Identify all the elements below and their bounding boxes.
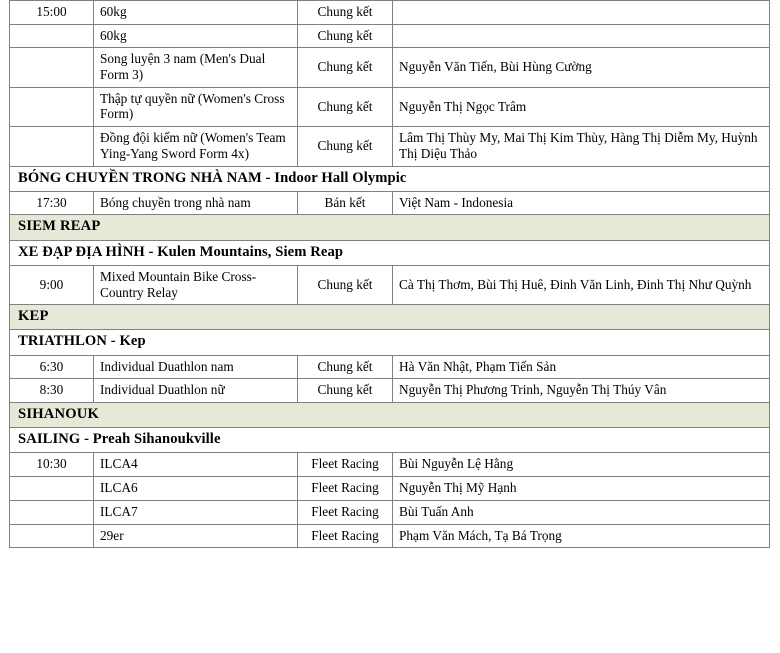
event-athletes: Nguyễn Thị Ngọc Trâm <box>392 86 770 128</box>
event-round: Chung kết <box>297 378 393 404</box>
table-row: ILCA6 Fleet Racing Nguyễn Thị Mỹ Hạnh <box>9 476 770 501</box>
event-time: 8:30 <box>9 378 94 404</box>
event-round: Fleet Racing <box>297 523 393 549</box>
event-name: 60kg <box>93 0 298 25</box>
sport-venue-title: BÓNG CHUYỀN TRONG NHÀ NAM - Indoor Hall … <box>9 165 770 192</box>
schedule-table-body: 15:00 60kg Chung kết 60kg Chung kết Song luyệ… <box>9 0 770 549</box>
event-athletes: Cà Thị Thơm, Bùi Thị Huê, Đinh Văn Linh,… <box>392 264 770 306</box>
event-athletes: Nguyễn Thị Phương Trinh, Nguyễn Thị Thúy… <box>392 378 770 404</box>
event-athletes <box>392 0 770 25</box>
table-row: ILCA7 Fleet Racing Bùi Tuấn Anh <box>9 499 770 525</box>
event-time: 9:00 <box>9 264 94 306</box>
city-name: SIEM REAP <box>9 214 770 241</box>
event-round: Chung kết <box>297 126 393 167</box>
event-round: Chung kết <box>297 264 393 306</box>
city-header-row: KEP <box>9 304 770 331</box>
event-name: ILCA6 <box>93 476 298 501</box>
event-athletes: Phạm Văn Mách, Tạ Bá Trọng <box>392 523 770 549</box>
sport-venue-title: XE ĐẠP ĐỊA HÌNH - Kulen Mountains, Siem … <box>9 239 770 266</box>
event-athletes: Nguyễn Thị Mỹ Hạnh <box>392 476 770 501</box>
event-name: ILCA4 <box>93 452 298 478</box>
event-name: Individual Duathlon nữ <box>93 378 298 404</box>
city-header-row: SIHANOUK <box>9 402 770 429</box>
event-round: Chung kết <box>297 47 393 88</box>
event-time <box>9 23 94 49</box>
table-row: 8:30 Individual Duathlon nữ Chung kết Nguyễ… <box>9 378 770 404</box>
event-time: 15:00 <box>9 0 94 25</box>
table-row: 6:30 Individual Duathlon nam Chung kết Hà V… <box>9 354 770 380</box>
sport-venue-header-row: BÓNG CHUYỀN TRONG NHÀ NAM - Indoor Hall … <box>9 165 770 192</box>
sport-venue-title: SAILING - Preah Sihanoukville <box>9 427 770 454</box>
event-round: Fleet Racing <box>297 499 393 525</box>
event-round: Fleet Racing <box>297 452 393 478</box>
event-time <box>9 476 94 501</box>
event-name: Đồng đội kiếm nữ (Women's Team Ying-Yang… <box>93 126 298 167</box>
event-time <box>9 126 94 167</box>
event-round: Fleet Racing <box>297 476 393 501</box>
event-name: 60kg <box>93 23 298 49</box>
event-name: Song luyện 3 nam (Men's Dual Form 3) <box>93 47 298 88</box>
table-row: 60kg Chung kết <box>9 23 770 49</box>
event-name: Thập tự quyền nữ (Women's Cross Form) <box>93 86 298 128</box>
event-name: ILCA7 <box>93 499 298 525</box>
table-row: 17:30 Bóng chuyền trong nhà nam Bán kết Việ… <box>9 190 770 216</box>
sport-venue-header-row: SAILING - Preah Sihanoukville <box>9 427 770 454</box>
event-time <box>9 47 94 88</box>
event-time <box>9 86 94 128</box>
event-athletes: Lâm Thị Thùy My, Mai Thị Kim Thùy, Hàng … <box>392 126 770 167</box>
table-row: 10:30 ILCA4 Fleet Racing Bùi Nguyễn Lệ Hằng <box>9 452 770 478</box>
event-round: Chung kết <box>297 23 393 49</box>
event-athletes: Nguyễn Văn Tiến, Bùi Hùng Cường <box>392 47 770 88</box>
event-time: 10:30 <box>9 452 94 478</box>
sport-venue-header-row: XE ĐẠP ĐỊA HÌNH - Kulen Mountains, Siem … <box>9 239 770 266</box>
city-name: SIHANOUK <box>9 402 770 429</box>
event-round: Bán kết <box>297 190 393 216</box>
event-name: Bóng chuyền trong nhà nam <box>93 190 298 216</box>
event-time: 6:30 <box>9 354 94 380</box>
table-row: Song luyện 3 nam (Men's Dual Form 3) Chun… <box>9 47 770 88</box>
event-athletes: Việt Nam - Indonesia <box>392 190 770 216</box>
table-row: Đồng đội kiếm nữ (Women's Team Ying-Yang… <box>9 126 770 167</box>
event-athletes: Hà Văn Nhật, Phạm Tiến Sản <box>392 354 770 380</box>
table-row: Thập tự quyền nữ (Women's Cross Form) Chu… <box>9 86 770 128</box>
event-round: Chung kết <box>297 86 393 128</box>
event-time <box>9 499 94 525</box>
table-row: 9:00 Mixed Mountain Bike Cross-Country Re… <box>9 264 770 306</box>
event-name: 29er <box>93 523 298 549</box>
sport-venue-title: TRIATHLON - Kep <box>9 329 770 356</box>
event-athletes <box>392 23 770 49</box>
event-name: Mixed Mountain Bike Cross-Country Relay <box>93 264 298 306</box>
event-athletes: Bùi Nguyễn Lệ Hằng <box>392 452 770 478</box>
event-time <box>9 523 94 549</box>
city-name: KEP <box>9 304 770 331</box>
table-row: 15:00 60kg Chung kết <box>9 0 770 25</box>
event-athletes: Bùi Tuấn Anh <box>392 499 770 525</box>
event-name: Individual Duathlon nam <box>93 354 298 380</box>
event-time: 17:30 <box>9 190 94 216</box>
schedule-table: 15:00 60kg Chung kết 60kg Chung kết Song luyệ… <box>9 0 770 549</box>
sport-venue-header-row: TRIATHLON - Kep <box>9 329 770 356</box>
event-round: Chung kết <box>297 354 393 380</box>
city-header-row: SIEM REAP <box>9 214 770 241</box>
table-row: 29er Fleet Racing Phạm Văn Mách, Tạ Bá Trọ… <box>9 523 770 549</box>
event-round: Chung kết <box>297 0 393 25</box>
